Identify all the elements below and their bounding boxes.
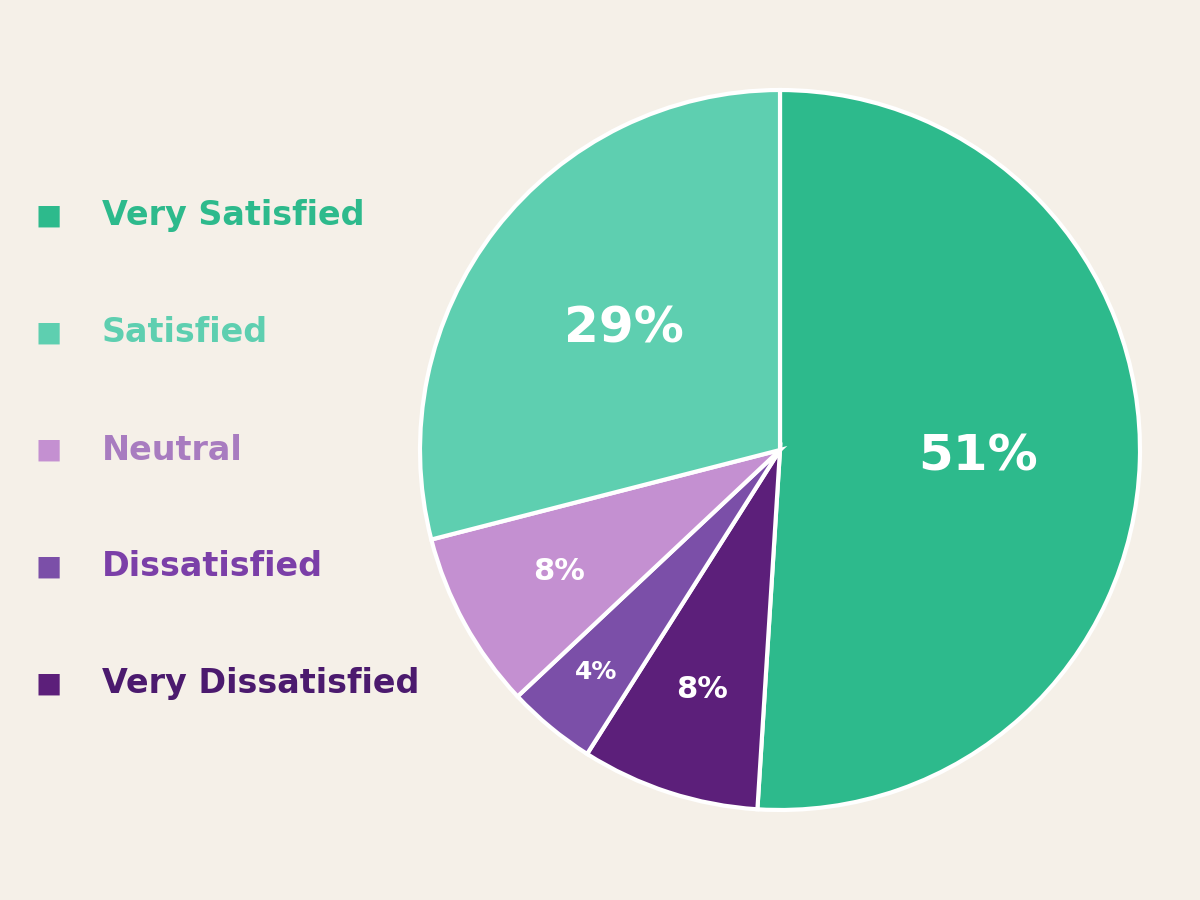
Text: 8%: 8% bbox=[676, 675, 728, 704]
Text: 51%: 51% bbox=[918, 432, 1038, 481]
Text: Very Dissatisfied: Very Dissatisfied bbox=[102, 668, 419, 700]
Text: ■: ■ bbox=[36, 202, 62, 230]
Text: ■: ■ bbox=[36, 319, 62, 347]
Text: ■: ■ bbox=[36, 670, 62, 698]
Text: 8%: 8% bbox=[533, 557, 586, 586]
Text: ■: ■ bbox=[36, 553, 62, 581]
Wedge shape bbox=[420, 90, 780, 539]
Wedge shape bbox=[587, 450, 780, 809]
Text: 29%: 29% bbox=[564, 304, 684, 353]
Text: Neutral: Neutral bbox=[102, 434, 242, 466]
Text: ■: ■ bbox=[36, 436, 62, 464]
Text: Very Satisfied: Very Satisfied bbox=[102, 200, 365, 232]
Wedge shape bbox=[431, 450, 780, 697]
Text: Dissatisfied: Dissatisfied bbox=[102, 551, 323, 583]
Text: Satisfied: Satisfied bbox=[102, 317, 268, 349]
Text: 4%: 4% bbox=[575, 660, 618, 684]
Wedge shape bbox=[517, 450, 780, 754]
Wedge shape bbox=[757, 90, 1140, 810]
